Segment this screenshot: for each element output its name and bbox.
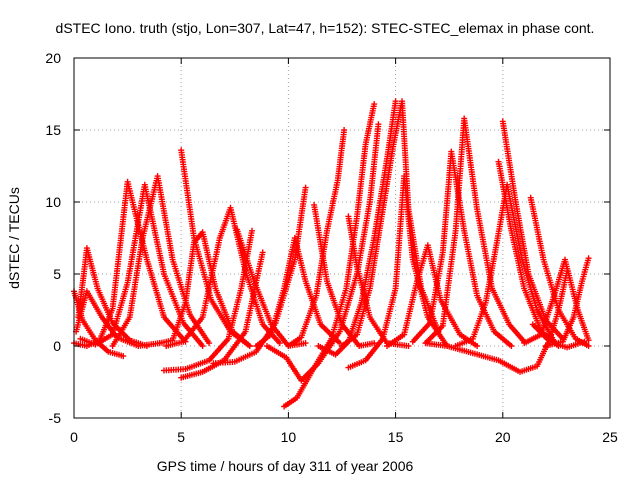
series-pass bbox=[527, 194, 592, 349]
data-markers bbox=[345, 173, 451, 371]
data-markers bbox=[529, 321, 588, 351]
y-tick-label: -5 bbox=[49, 410, 62, 426]
x-tick-label: 15 bbox=[388, 429, 404, 445]
x-tick-label: 25 bbox=[602, 429, 618, 445]
series-pass bbox=[345, 173, 451, 371]
x-axis-label: GPS time / hours of day 311 of year 2006 bbox=[157, 458, 414, 474]
series-pass bbox=[109, 173, 213, 349]
y-tick-label: 20 bbox=[45, 50, 61, 66]
data-layer bbox=[71, 98, 592, 410]
y-tick-label: 5 bbox=[53, 266, 61, 282]
x-tick-label: 0 bbox=[70, 429, 78, 445]
series-pass bbox=[339, 98, 442, 349]
x-tick-label: 10 bbox=[281, 429, 297, 445]
y-tick-label: 0 bbox=[53, 338, 61, 354]
x-tick-label: 20 bbox=[495, 429, 511, 445]
tick-layer: 0 5 10 15 20 25 -5 0 5 10 15 20 bbox=[45, 50, 618, 445]
series-pass bbox=[163, 204, 283, 349]
y-tick-label: 15 bbox=[45, 122, 61, 138]
plot-frame bbox=[73, 57, 611, 419]
data-markers bbox=[339, 98, 442, 349]
series-pass bbox=[178, 147, 253, 349]
series-pass bbox=[311, 201, 378, 349]
data-markers bbox=[163, 204, 283, 349]
data-markers bbox=[161, 227, 255, 374]
series-pass bbox=[529, 321, 588, 351]
y-axis-label: dSTEC / TECUs bbox=[6, 187, 22, 289]
data-markers bbox=[109, 173, 213, 349]
y-tick-label: 10 bbox=[45, 194, 61, 210]
data-markers bbox=[178, 147, 253, 349]
x-tick-label: 5 bbox=[177, 429, 185, 445]
chart-title: dSTEC Iono. truth (stjo, Lon=307, Lat=47… bbox=[56, 20, 595, 36]
data-markers bbox=[527, 194, 592, 349]
series-pass bbox=[161, 227, 255, 374]
data-markers bbox=[311, 201, 378, 349]
